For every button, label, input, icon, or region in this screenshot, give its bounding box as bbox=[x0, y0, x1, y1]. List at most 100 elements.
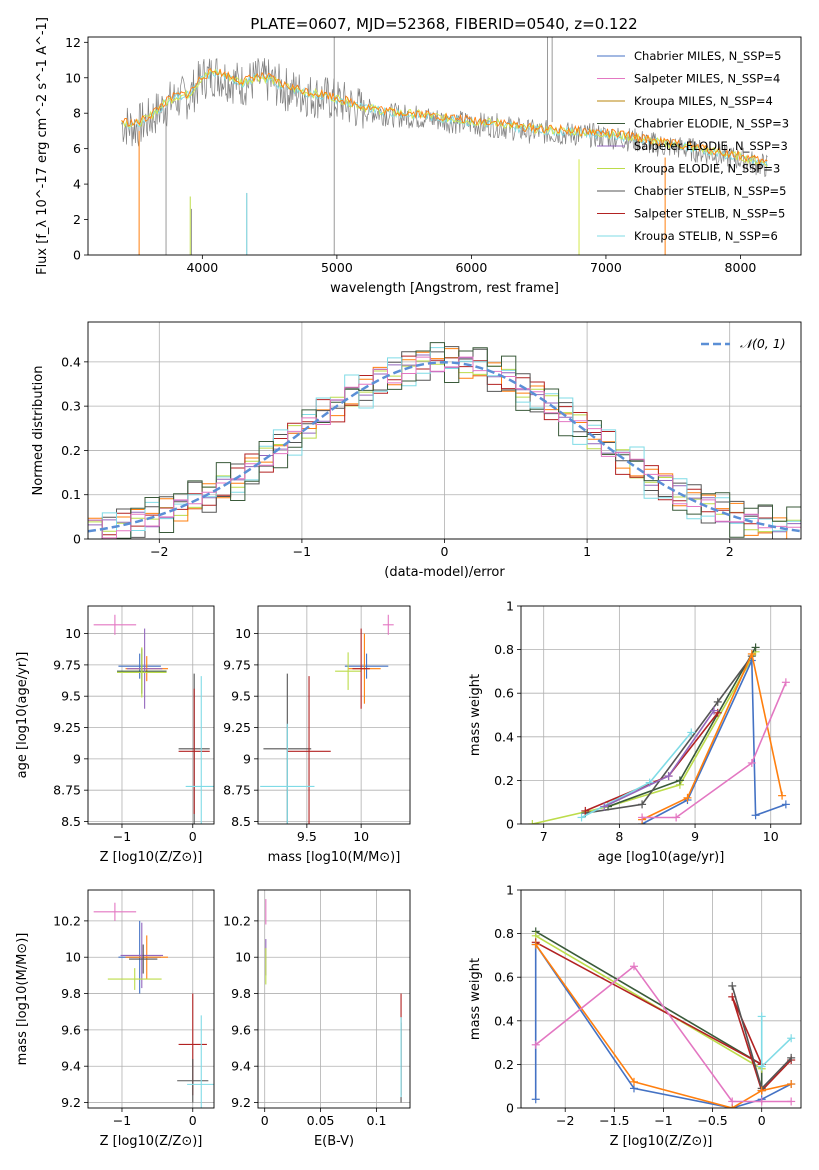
weight-marker bbox=[787, 1097, 796, 1106]
x-tick-label: 0 bbox=[189, 829, 197, 844]
ticks: −1 0 9.2 9.4 9.6 9.8 10 10.2 bbox=[53, 913, 197, 1128]
y-tick-label: 9.6 bbox=[231, 1022, 251, 1037]
y-tick-label: 0.2 bbox=[61, 443, 81, 458]
ticks: −1 0 8.5 8.75 9 9.25 9.5 9.75 10 bbox=[53, 626, 197, 844]
axes-frame bbox=[520, 605, 802, 825]
y-tick-label: 4 bbox=[73, 177, 81, 192]
y-tick-label: 10 bbox=[65, 626, 81, 641]
y-tick-label: 9.8 bbox=[61, 986, 81, 1001]
plot-area bbox=[528, 643, 790, 824]
error-bar-point bbox=[187, 1015, 214, 1108]
axes-frame bbox=[87, 605, 215, 825]
y-tick-label: 9.2 bbox=[231, 1095, 251, 1110]
y-tick-label: 9.2 bbox=[61, 1095, 81, 1110]
weight-marker bbox=[787, 1034, 796, 1043]
weight-marker bbox=[728, 981, 737, 990]
legend-label: Chabrier ELODIE, N_SSP=3 bbox=[634, 117, 789, 131]
weight-series-line bbox=[642, 681, 787, 819]
y-tick-label: 1 bbox=[506, 599, 514, 614]
chart-mass-vs-Z: −1 0 9.2 9.4 9.6 9.8 10 10.2 Z [log10(Z/Z⊙)] mass… bbox=[15, 889, 215, 1149]
weight-marker bbox=[787, 1080, 796, 1089]
axes-frame bbox=[257, 605, 411, 825]
weight-marker bbox=[757, 1062, 766, 1071]
error-bar-point bbox=[107, 968, 162, 990]
x-tick-label: 7000 bbox=[590, 260, 622, 275]
weight-marker bbox=[629, 1077, 638, 1086]
weight-marker bbox=[531, 1040, 540, 1049]
chart-age-vs-mass: 9.5 10 8.5 8.75 9 9.25 9.5 9.75 10 mass [log10(M/… bbox=[223, 605, 411, 865]
grid bbox=[258, 890, 410, 1108]
grid bbox=[88, 890, 214, 1108]
grid bbox=[88, 606, 214, 824]
weight-marker bbox=[600, 802, 609, 811]
weight-series-line bbox=[535, 935, 763, 1070]
axes-frame bbox=[257, 889, 411, 1109]
y-tick-label: 0.4 bbox=[61, 354, 81, 369]
x-axis-label: Z [log10(Z/Z⊙)] bbox=[100, 850, 203, 865]
y-tick-label: 0.4 bbox=[494, 729, 514, 744]
legend-label: Salpeter STELIB, N_SSP=5 bbox=[634, 207, 785, 221]
error-bar-point bbox=[118, 653, 161, 679]
y-tick-label: 9.5 bbox=[61, 689, 81, 704]
weight-series-line bbox=[585, 655, 753, 814]
x-tick-label: 9.5 bbox=[297, 829, 317, 844]
error-bar-point bbox=[260, 723, 315, 824]
ticks: 0 0.05 0.1 9.2 9.4 9.6 9.8 10 10.2 bbox=[223, 913, 386, 1128]
y-axis-label: Flux [f_λ 10^-17 erg cm^-2 s^-1 A^-1] bbox=[35, 17, 50, 275]
weight-marker bbox=[629, 962, 638, 971]
y-tick-label: 8 bbox=[73, 106, 81, 121]
weight-series-line bbox=[603, 710, 715, 808]
y-tick-label: 6 bbox=[73, 141, 81, 156]
weight-marker bbox=[751, 643, 760, 652]
error-bar-point bbox=[93, 902, 137, 921]
weight-marker bbox=[757, 1097, 766, 1106]
plot-area bbox=[93, 614, 214, 824]
y-tick-label: 8.75 bbox=[53, 783, 81, 798]
weight-series-line bbox=[641, 660, 787, 824]
weight-marker bbox=[757, 1086, 766, 1095]
grid bbox=[258, 606, 410, 824]
axes-frame bbox=[87, 36, 802, 256]
error-bar-point bbox=[129, 944, 158, 974]
error-bar-point bbox=[344, 653, 389, 679]
model-spectrum-line bbox=[121, 68, 768, 168]
figure-title: PLATE=0607, MJD=52368, FIBERID=0540, z=0… bbox=[250, 15, 637, 33]
x-tick-label: 0.05 bbox=[307, 1113, 335, 1128]
x-axis-label: mass [log10(M/M⊙)] bbox=[268, 850, 401, 865]
y-tick-label: 9.75 bbox=[223, 657, 251, 672]
weight-marker bbox=[751, 811, 760, 820]
legend-label: Salpeter MILES, N_SSP=4 bbox=[634, 72, 780, 86]
weight-marker bbox=[747, 758, 756, 767]
chart-age-vs-Z: −1 0 8.5 8.75 9 9.25 9.5 9.75 10 Z [log10(Z/Z⊙)] a… bbox=[15, 605, 215, 865]
x-tick-label: −1 bbox=[654, 1113, 672, 1128]
legend-label: Kroupa MILES, N_SSP=4 bbox=[634, 94, 773, 108]
x-axis-label: E(B-V) bbox=[314, 1134, 354, 1149]
legend: Chabrier MILES, N_SSP=5 Salpeter MILES, N… bbox=[597, 49, 789, 243]
y-axis-label: age [log10(age/yr)] bbox=[15, 652, 30, 779]
weight-marker bbox=[528, 820, 537, 824]
y-tick-label: 0.4 bbox=[494, 1013, 514, 1028]
x-axis-label: (data-model)/error bbox=[384, 565, 505, 580]
residual-histogram bbox=[88, 356, 801, 539]
weight-marker bbox=[531, 940, 540, 949]
x-tick-label: 8 bbox=[615, 829, 623, 844]
x-tick-label: −1 bbox=[113, 1113, 131, 1128]
error-bar-point bbox=[125, 935, 168, 980]
y-tick-label: 0.2 bbox=[494, 1057, 514, 1072]
x-tick-label: −1 bbox=[113, 829, 131, 844]
x-tick-label: 10 bbox=[763, 829, 779, 844]
plot-area bbox=[121, 37, 768, 255]
plot-area bbox=[265, 899, 402, 1103]
ticks: 7 8 9 10 0 0.2 0.4 0.6 0.8 1 bbox=[494, 599, 779, 845]
y-tick-label: 9.4 bbox=[61, 1059, 81, 1074]
x-tick-label: −1 bbox=[293, 544, 311, 559]
ticks: −2 −1.5 −1 −0.5 0 0 0.2 0.4 0.6 0.8 1 bbox=[494, 883, 766, 1129]
y-tick-label: 0.1 bbox=[61, 487, 81, 502]
weight-marker bbox=[713, 697, 722, 706]
y-tick-label: 2 bbox=[73, 212, 81, 227]
chart-spectrum: 4000 5000 6000 7000 8000 0 2 4 6 8 10 12 wavelength … bbox=[35, 17, 802, 296]
x-tick-label: 0.1 bbox=[367, 1113, 387, 1128]
weight-marker bbox=[709, 706, 718, 715]
x-tick-label: −1.5 bbox=[599, 1113, 629, 1128]
